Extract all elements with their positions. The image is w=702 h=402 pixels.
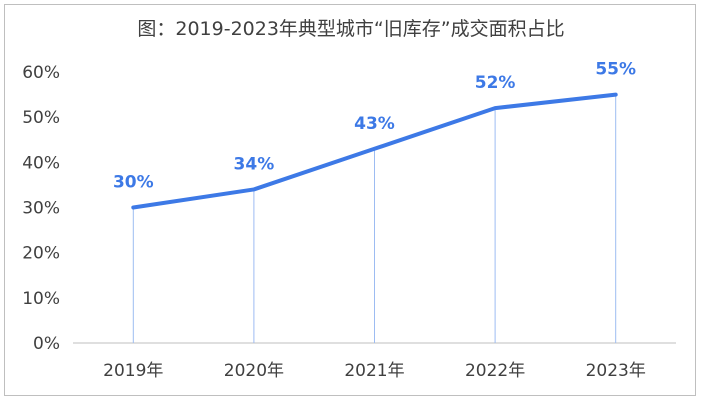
data-label: 30%	[113, 173, 154, 193]
series-line	[131, 92, 618, 210]
chart-title: 图：2019-2023年典型城市“旧库存”成交面积占比	[137, 18, 565, 40]
x-axis-ticks: 2019年 2020年 2021年 2022年 2023年	[103, 361, 646, 381]
drop-lines	[132, 94, 617, 343]
data-label: 52%	[475, 73, 516, 93]
data-label: 34%	[234, 154, 275, 174]
y-tick-label: 10%	[22, 289, 60, 309]
y-axis-ticks: 0% 10% 20% 30% 40% 50% 60%	[22, 63, 60, 354]
x-tick-label: 2020年	[224, 361, 284, 381]
y-tick-label: 30%	[22, 199, 60, 219]
y-tick-label: 40%	[22, 153, 60, 173]
x-tick-label: 2023年	[586, 361, 646, 381]
data-label: 43%	[354, 114, 395, 134]
x-tick-label: 2019年	[103, 361, 163, 381]
data-label: 55%	[595, 60, 636, 80]
x-tick-label: 2022年	[465, 361, 525, 381]
data-labels: 30% 34% 43% 52% 55%	[113, 60, 636, 193]
y-tick-label: 20%	[22, 244, 60, 264]
y-tick-label: 0%	[33, 334, 60, 354]
y-tick-label: 50%	[22, 108, 60, 128]
y-tick-label: 60%	[22, 63, 60, 83]
x-tick-label: 2021年	[344, 361, 404, 381]
chart-frame	[4, 4, 696, 396]
